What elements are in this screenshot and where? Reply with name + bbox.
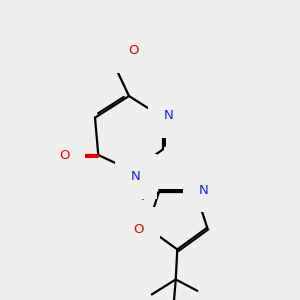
Text: N: N <box>131 170 141 183</box>
Text: N: N <box>198 184 208 196</box>
Text: O: O <box>128 44 138 57</box>
Text: O: O <box>134 223 144 236</box>
Text: O: O <box>59 148 70 161</box>
Text: N: N <box>164 109 173 122</box>
